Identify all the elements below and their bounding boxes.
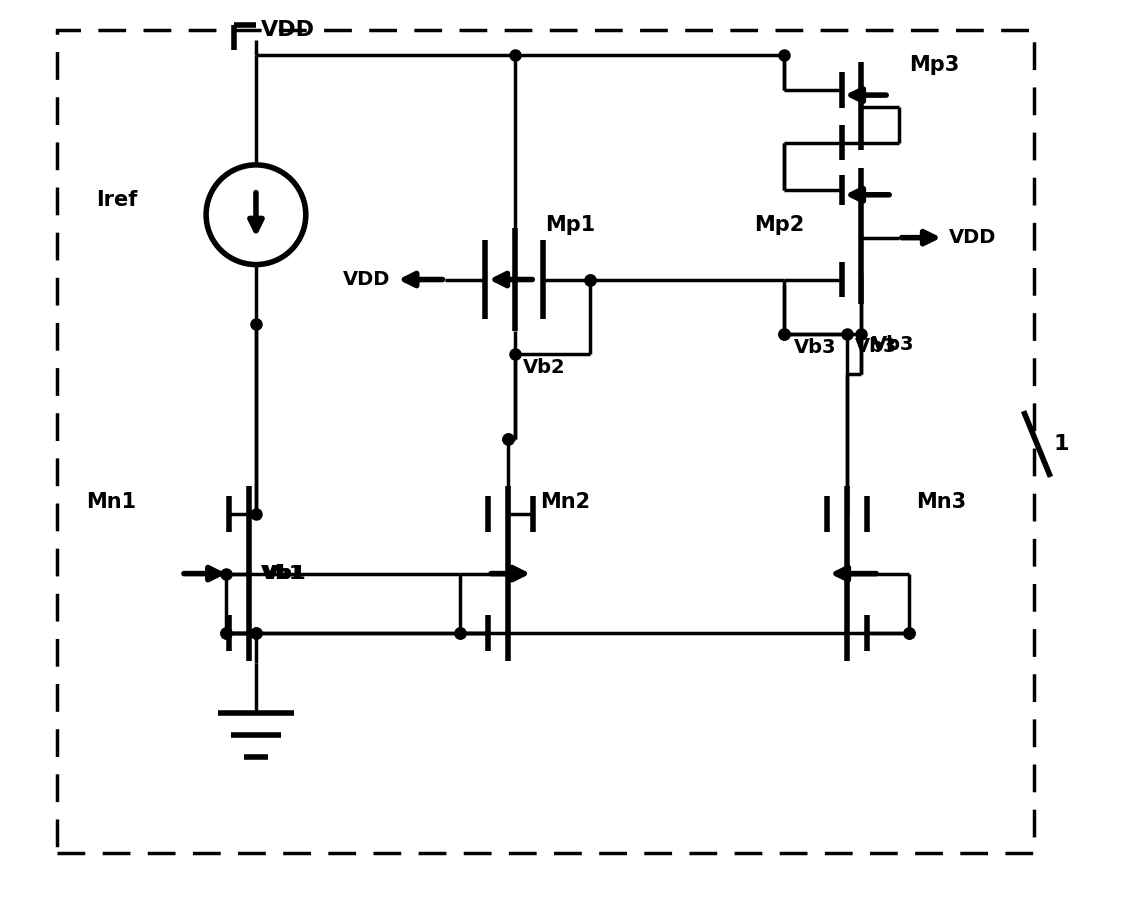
Text: Mn2: Mn2 [540, 492, 590, 512]
Text: Mp3: Mp3 [909, 55, 959, 76]
Text: Mn3: Mn3 [915, 492, 966, 512]
Bar [56, 31, 1034, 853]
Text: VDD: VDD [343, 270, 391, 289]
Text: Vb1: Vb1 [263, 564, 306, 583]
Text: Iref: Iref [97, 190, 137, 209]
Text: Vb2: Vb2 [524, 358, 565, 377]
Text: Mp2: Mp2 [754, 215, 805, 235]
Text: Vb1: Vb1 [261, 564, 304, 583]
Text: Mn1: Mn1 [87, 492, 136, 512]
Text: Vb3: Vb3 [872, 334, 914, 354]
Text: Vb3: Vb3 [855, 337, 897, 356]
Text: Mp1: Mp1 [545, 215, 596, 235]
Text: VDD: VDD [949, 228, 997, 247]
Text: Vb3: Vb3 [794, 338, 837, 357]
Text: VDD: VDD [261, 21, 315, 40]
Text: 1: 1 [1054, 434, 1069, 454]
